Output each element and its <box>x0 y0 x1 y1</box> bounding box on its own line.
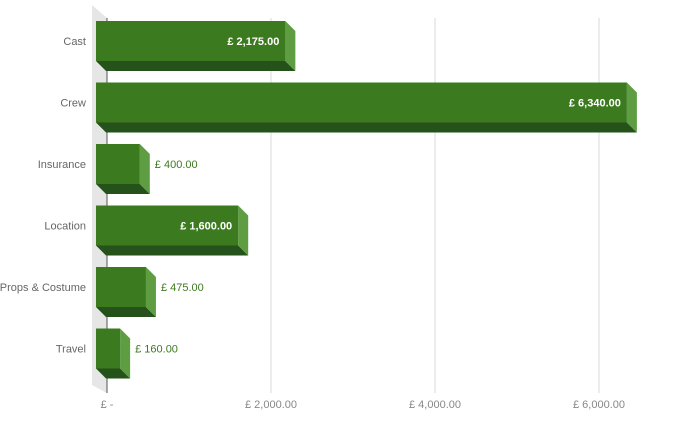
bar-side-face <box>238 205 249 256</box>
bar-bottom-face <box>96 245 249 256</box>
bar <box>96 144 150 194</box>
bar <box>96 82 637 133</box>
data-label: £ 400.00 <box>155 159 198 171</box>
category-label: Location <box>44 221 86 233</box>
bar-front-face <box>96 267 146 307</box>
bar-front-face <box>96 205 239 246</box>
bar-front-face <box>96 328 121 369</box>
x-tick-label: £ - <box>101 399 114 411</box>
category-label: Props & Costume <box>0 282 86 294</box>
data-label: £ 6,340.00 <box>569 98 621 110</box>
bar-side-face <box>285 21 296 71</box>
bar-side-face <box>120 328 131 379</box>
bar-bottom-face <box>96 184 150 194</box>
x-tick-label: £ 6,000.00 <box>573 399 625 411</box>
bar <box>96 328 131 379</box>
category-label: Cast <box>63 36 86 48</box>
data-label: £ 475.00 <box>161 282 204 294</box>
bar-bottom-face <box>96 307 156 317</box>
data-label: £ 2,175.00 <box>227 36 279 48</box>
x-tick-label: £ 2,000.00 <box>245 399 297 411</box>
category-label: Travel <box>56 344 86 356</box>
data-label: £ 1,600.00 <box>180 221 232 233</box>
x-tick-label: £ 4,000.00 <box>409 399 461 411</box>
bar <box>96 205 249 256</box>
data-label: £ 160.00 <box>135 344 178 356</box>
bar-bottom-face <box>96 61 296 71</box>
bar-side-face <box>139 144 150 194</box>
bar-front-face <box>96 82 627 123</box>
bar-bottom-face <box>96 122 637 133</box>
bar-bottom-face <box>96 368 131 379</box>
bar-front-face <box>96 21 286 61</box>
bar-side-face <box>626 82 637 133</box>
bar-side-face <box>145 267 156 317</box>
category-label: Insurance <box>38 159 86 171</box>
bar <box>96 21 296 71</box>
category-label: Crew <box>60 98 86 110</box>
bar-front-face <box>96 144 140 184</box>
bar <box>96 267 156 317</box>
